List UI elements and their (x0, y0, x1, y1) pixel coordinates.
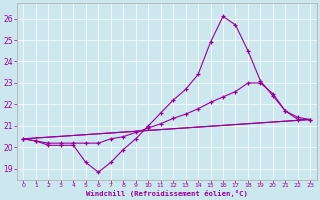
X-axis label: Windchill (Refroidissement éolien,°C): Windchill (Refroidissement éolien,°C) (86, 190, 248, 197)
